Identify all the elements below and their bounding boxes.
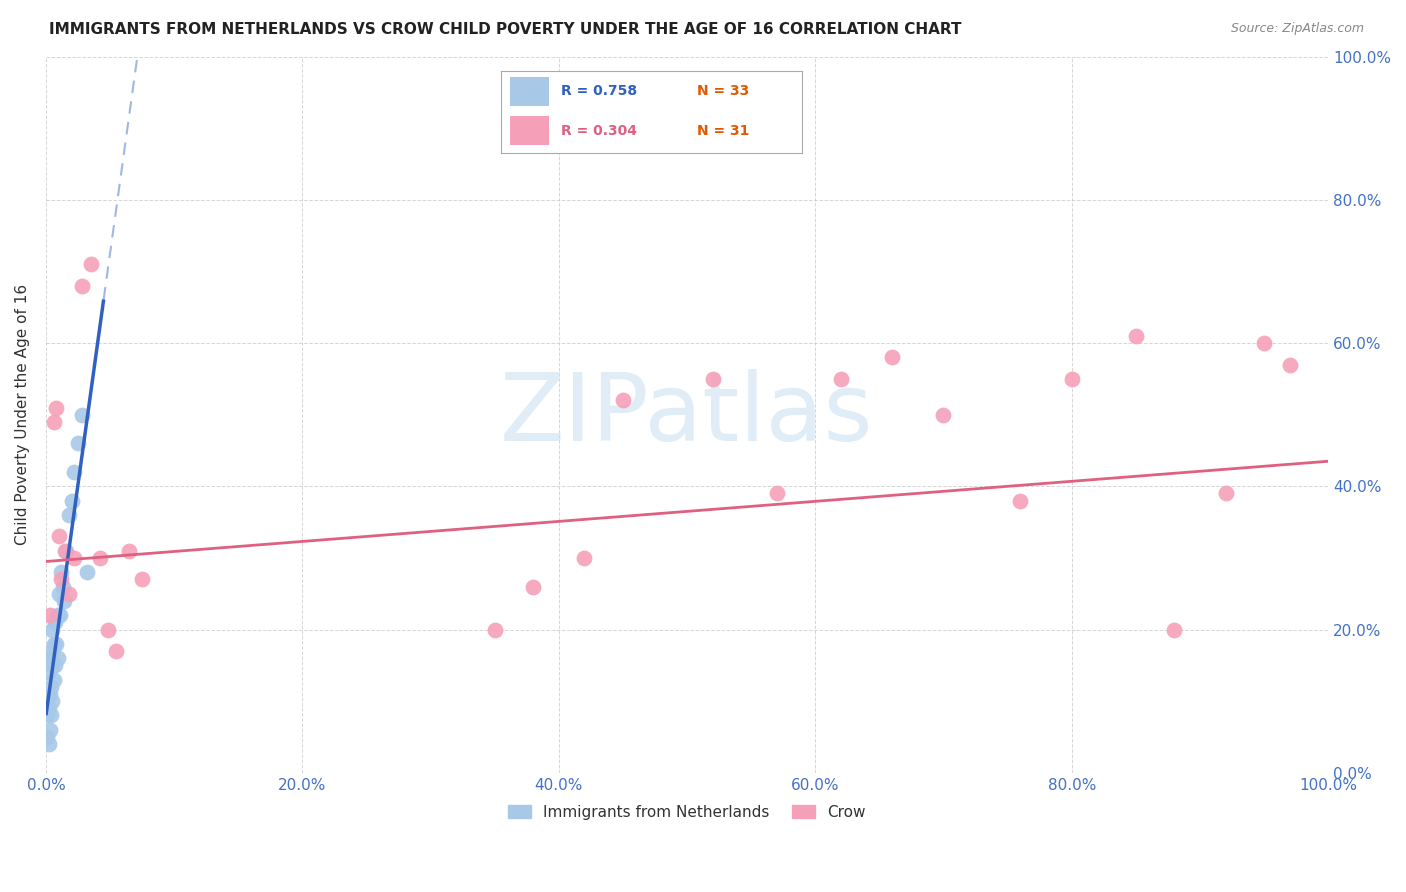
Point: [131, 573, 153, 587]
Point: [80, 257, 103, 271]
Point: [89, 550, 111, 565]
Point: [882, 351, 904, 365]
Point: [52, 594, 75, 608]
Point: [96, 623, 118, 637]
Point: [76, 566, 98, 580]
Point: [38, 687, 60, 701]
Point: [70, 278, 93, 293]
Point: [48, 529, 70, 543]
Point: [522, 580, 544, 594]
Point: [37, 730, 59, 744]
Point: [1215, 486, 1237, 500]
Point: [39, 644, 62, 658]
Point: [612, 393, 634, 408]
Point: [574, 550, 596, 565]
Point: [45, 401, 67, 415]
Point: [44, 658, 66, 673]
Point: [41, 623, 63, 637]
Point: [1163, 623, 1185, 637]
Point: [830, 372, 852, 386]
Point: [1010, 493, 1032, 508]
Text: ZIPatlas: ZIPatlas: [501, 368, 875, 460]
Point: [105, 644, 128, 658]
Point: [58, 587, 80, 601]
Point: [118, 543, 141, 558]
Point: [52, 580, 75, 594]
Point: [1125, 329, 1147, 343]
Point: [63, 465, 86, 479]
Point: [42, 415, 65, 429]
Point: [1278, 358, 1301, 372]
Point: [46, 651, 69, 665]
Point: [39, 680, 62, 694]
Point: [38, 701, 60, 715]
Point: [63, 550, 86, 565]
Point: [41, 694, 63, 708]
Point: [70, 408, 93, 422]
Point: [66, 436, 89, 450]
Point: [49, 608, 72, 623]
Point: [37, 708, 59, 723]
Point: [55, 543, 77, 558]
Text: Source: ZipAtlas.com: Source: ZipAtlas.com: [1230, 22, 1364, 36]
Point: [38, 651, 60, 665]
Point: [58, 508, 80, 522]
Point: [765, 486, 787, 500]
Point: [44, 615, 66, 630]
Point: [38, 608, 60, 623]
Point: [51, 566, 73, 580]
Y-axis label: Child Poverty Under the Age of 16: Child Poverty Under the Age of 16: [15, 285, 30, 545]
Point: [45, 637, 67, 651]
Point: [38, 665, 60, 680]
Point: [38, 737, 60, 751]
Point: [60, 493, 83, 508]
Point: [42, 637, 65, 651]
Point: [484, 623, 506, 637]
Point: [53, 543, 76, 558]
Point: [1060, 372, 1083, 386]
Point: [42, 673, 65, 687]
Point: [51, 573, 73, 587]
Point: [702, 372, 724, 386]
Point: [1253, 336, 1275, 351]
Text: IMMIGRANTS FROM NETHERLANDS VS CROW CHILD POVERTY UNDER THE AGE OF 16 CORRELATIO: IMMIGRANTS FROM NETHERLANDS VS CROW CHIL…: [49, 22, 962, 37]
Point: [41, 658, 63, 673]
Point: [46, 608, 69, 623]
Point: [48, 587, 70, 601]
Point: [932, 408, 955, 422]
Legend: Immigrants from Netherlands, Crow: Immigrants from Netherlands, Crow: [502, 798, 872, 826]
Point: [38, 723, 60, 737]
Point: [39, 708, 62, 723]
